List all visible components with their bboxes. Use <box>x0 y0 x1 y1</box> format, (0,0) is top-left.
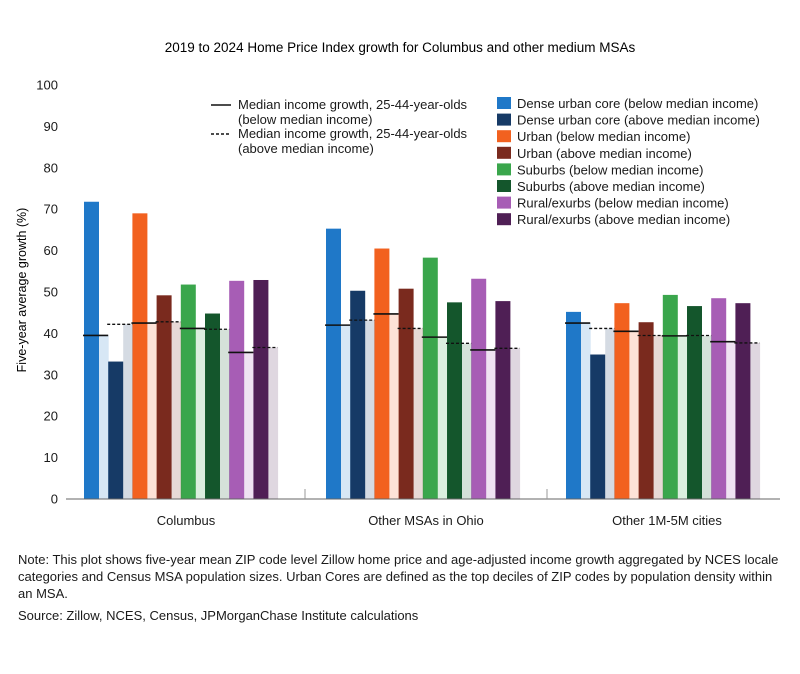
income-band <box>653 335 664 499</box>
income-growth-markers <box>83 313 760 354</box>
income-band <box>726 341 736 499</box>
y-tick-label: 60 <box>44 243 58 258</box>
legend-label: Rural/exurbs (below median income) <box>517 196 729 211</box>
x-tick-label: Other MSAs in Ohio <box>368 513 484 528</box>
y-tick-label: 40 <box>44 326 58 341</box>
legend-swatch <box>497 146 511 159</box>
bar <box>374 248 390 499</box>
legend-swatch <box>497 130 511 143</box>
income-band <box>677 335 688 499</box>
bar <box>398 288 414 499</box>
bar <box>422 257 438 499</box>
bar <box>205 313 220 499</box>
chart-note: Note: This plot shows five-year mean ZIP… <box>18 552 779 601</box>
income-band <box>220 329 230 499</box>
legend-label: (above median income) <box>238 141 374 156</box>
legend-swatch <box>497 97 511 109</box>
income-band <box>171 321 182 499</box>
y-tick-label: 100 <box>36 78 58 93</box>
income-band <box>437 337 448 499</box>
bar <box>614 303 630 499</box>
legend-label: Urban (below median income) <box>517 129 690 144</box>
income-band <box>462 343 472 499</box>
bar <box>229 280 245 499</box>
bar <box>350 290 366 499</box>
bar <box>590 354 606 499</box>
income-band <box>510 348 521 499</box>
chart-source: Source: Zillow, NCES, Census, JPMorganCh… <box>18 608 419 623</box>
y-axis-label: Five-year average growth (%) <box>15 208 29 373</box>
income-band <box>629 331 640 499</box>
legend-label: Suburbs (above median income) <box>517 179 705 194</box>
income-band <box>702 335 712 499</box>
income-growth-bands <box>99 313 761 499</box>
chart-title: 2019 to 2024 Home Price Index growth for… <box>165 40 636 55</box>
bar <box>180 284 196 499</box>
income-band <box>413 328 424 499</box>
income-band <box>244 352 254 499</box>
y-tick-label: 80 <box>44 160 58 175</box>
bar <box>566 311 581 499</box>
legend-swatch <box>497 213 511 226</box>
bar <box>253 279 269 499</box>
income-band <box>99 335 109 499</box>
bar <box>326 228 341 499</box>
legend-label: Dense urban core (above median income) <box>517 113 760 128</box>
bar <box>108 361 124 499</box>
income-band <box>195 328 206 499</box>
bar <box>735 303 751 499</box>
y-tick-label: 50 <box>44 285 58 300</box>
legend-label: (below median income) <box>238 112 372 127</box>
legend-label: Urban (above median income) <box>517 146 692 161</box>
income-band <box>605 328 615 499</box>
legend-swatch <box>497 163 511 176</box>
income-band <box>341 325 351 499</box>
line-legend: Median income growth, 25-44-year-olds(be… <box>211 97 468 156</box>
bar <box>447 302 462 499</box>
x-axis: Columbus Other MSAs in Ohio Other 1M-5M ci… <box>157 513 723 528</box>
legend-swatch <box>497 113 511 126</box>
bar <box>84 201 99 500</box>
legend-label: Rural/exurbs (above median income) <box>517 212 730 227</box>
income-band <box>123 324 133 499</box>
y-tick-label: 10 <box>44 450 58 465</box>
x-tick-label: Columbus <box>157 513 216 528</box>
income-band <box>147 323 158 499</box>
group-separators <box>304 489 548 499</box>
y-tick-label: 30 <box>44 367 58 382</box>
bar <box>132 213 148 499</box>
income-band <box>365 320 375 499</box>
bar <box>687 306 702 499</box>
income-band <box>389 313 400 499</box>
bar <box>495 301 511 499</box>
y-tick-label: 90 <box>44 119 58 134</box>
income-band <box>486 349 496 499</box>
bar <box>711 298 727 499</box>
legend-swatch <box>497 196 511 209</box>
bar <box>471 278 487 499</box>
bar <box>662 294 678 499</box>
legend-label: Dense urban core (below median income) <box>517 96 758 111</box>
income-band <box>268 347 279 499</box>
legend-swatch <box>497 180 511 192</box>
y-tick-label: 0 <box>51 492 58 507</box>
y-axis: 0 10 20 30 40 50 60 70 80 90 100 <box>36 78 58 507</box>
legend-label: Median income growth, 25-44-year-olds <box>238 97 468 112</box>
legend-label: Suburbs (below median income) <box>517 162 703 177</box>
income-band <box>750 342 761 499</box>
y-tick-label: 70 <box>44 202 58 217</box>
bars <box>84 201 751 500</box>
y-tick-label: 20 <box>44 409 58 424</box>
bar <box>638 322 654 499</box>
x-tick-label: Other 1M-5M cities <box>612 513 722 528</box>
legend-label: Median income growth, 25-44-year-olds <box>238 126 468 141</box>
series-legend: Dense urban core (below median income) De… <box>497 96 760 227</box>
bar <box>156 295 172 499</box>
income-band <box>581 323 591 499</box>
